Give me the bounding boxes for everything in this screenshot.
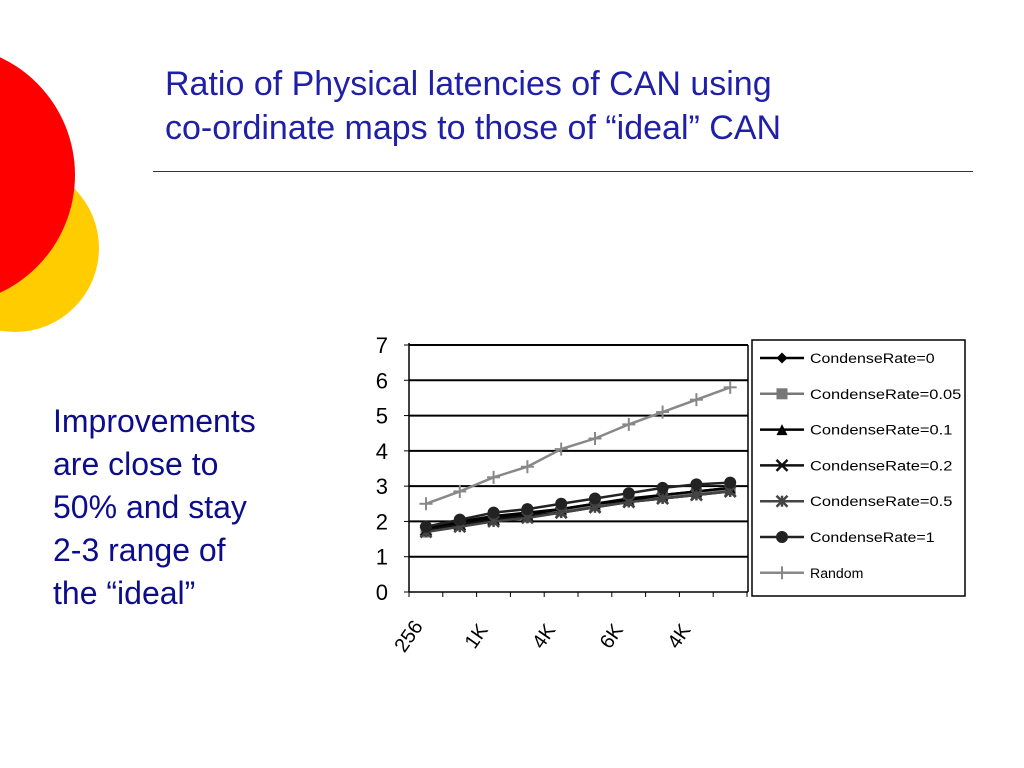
y-tick-label: 7 (376, 333, 388, 358)
series-line (425, 481, 731, 528)
red-decor-circle (0, 57, 75, 293)
data-point-square (776, 388, 788, 400)
chart-legend: CondenseRate=0 CondenseRate=0.05 CondenseR… (751, 339, 966, 597)
data-point-triangle (776, 424, 788, 436)
legend-item: CondenseRate=0.05 (760, 387, 961, 402)
y-tick-label: 4 (376, 439, 388, 464)
title-divider (153, 171, 973, 172)
y-tick-label: 3 (376, 474, 388, 499)
data-point-circle (622, 487, 635, 500)
legend-box (751, 339, 966, 597)
series-line (425, 386, 731, 505)
body-line: Improvements (53, 403, 256, 439)
data-point-circle (521, 503, 534, 516)
data-point-circle (589, 492, 601, 505)
data-point-circle (453, 513, 466, 526)
data-point-circle (776, 531, 788, 543)
legend-label: CondenseRate=0 (810, 351, 935, 366)
x-tick-label: 256 (391, 617, 428, 657)
legend-item: CondenseRate=0.1 (760, 423, 952, 438)
body-line: 2-3 range of (53, 532, 226, 568)
series-condenserate-1 (420, 476, 737, 533)
y-tick-label: 5 (376, 404, 388, 429)
data-point-circle (555, 497, 568, 510)
data-point-circle (724, 476, 737, 489)
slide-decoration (0, 57, 99, 332)
body-line: 50% and stay (53, 489, 247, 525)
y-tick-label: 6 (376, 368, 388, 393)
legend-item: CondenseRate=0.2 (760, 458, 952, 473)
data-point-circle (656, 481, 669, 494)
y-tick-label: 1 (376, 545, 388, 570)
legend-label: CondenseRate=0.1 (810, 423, 952, 438)
legend-item: CondenseRate=0 (760, 351, 935, 366)
title-line-1: Ratio of Physical latencies of CAN using (165, 65, 772, 103)
data-point-diamond (776, 352, 788, 364)
legend-label: CondenseRate=0.2 (810, 458, 952, 473)
y-tick-label: 2 (376, 509, 388, 534)
x-tick-label: 4K (528, 620, 560, 653)
legend-label: CondenseRate=1 (810, 530, 935, 545)
body-text: Improvements are close to 50% and stay 2… (53, 400, 343, 615)
legend-item: CondenseRate=0.5 (760, 494, 952, 509)
legend-item: CondenseRate=1 (760, 530, 935, 545)
legend-label: CondenseRate=0.5 (810, 494, 952, 509)
legend-label: Random (810, 566, 863, 581)
data-point-circle (420, 520, 432, 533)
x-tick-label: 4K (663, 620, 695, 653)
legend-label: CondenseRate=0.05 (810, 387, 961, 402)
data-point-circle (487, 506, 500, 519)
x-tick-label: 6K (596, 620, 628, 653)
series-line (425, 486, 731, 532)
slide-title: Ratio of Physical latencies of CAN using… (165, 62, 985, 150)
y-tick-label: 0 (376, 580, 388, 605)
series-line (425, 490, 731, 534)
data-point-circle (690, 478, 703, 491)
title-line-2: co-ordinate maps to those of “ideal” CAN (165, 109, 782, 147)
body-line: are close to (53, 446, 219, 482)
body-line: the “ideal” (53, 575, 196, 611)
legend-item: Random (760, 566, 863, 581)
x-tick-label: 1K (461, 620, 493, 653)
series-random (419, 380, 737, 511)
data-point-x (775, 459, 789, 472)
